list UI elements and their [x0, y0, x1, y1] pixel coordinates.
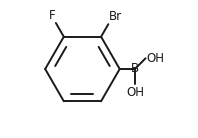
Text: OH: OH	[126, 86, 144, 99]
Text: B: B	[131, 63, 139, 75]
Text: Br: Br	[109, 10, 122, 23]
Text: OH: OH	[146, 52, 164, 65]
Text: F: F	[49, 9, 55, 22]
